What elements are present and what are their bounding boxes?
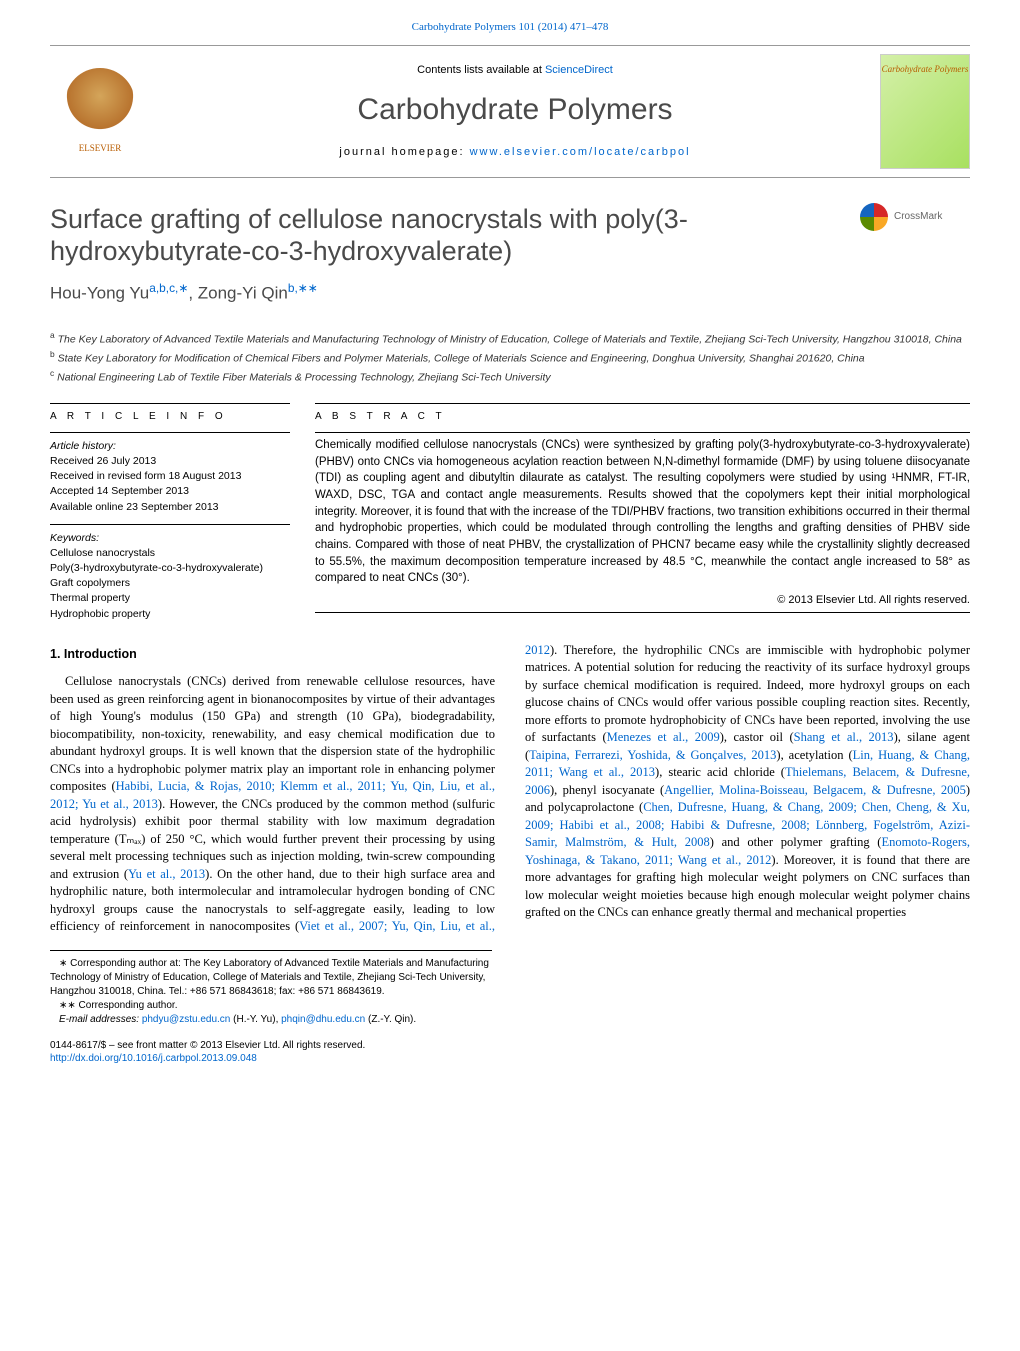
journal-name: Carbohydrate Polymers (150, 90, 880, 131)
footer: 0144-8617/$ – see front matter © 2013 El… (50, 1039, 970, 1066)
journal-cover-thumbnail: Carbohydrate Polymers (880, 54, 970, 169)
email-link-1[interactable]: phdyu@zstu.edu.cn (142, 1014, 231, 1025)
intro-text-1e: ), castor oil ( (720, 730, 794, 744)
author-2-sup: b,∗∗ (288, 281, 318, 295)
citation-link[interactable]: Angellier, Molina-Boisseau, Belgacem, & … (664, 783, 966, 797)
corresponding-author-1: ∗ Corresponding author at: The Key Labor… (50, 957, 492, 999)
affiliations: a The Key Laboratory of Advanced Textile… (50, 329, 970, 385)
elsevier-tree-icon (65, 68, 135, 138)
masthead-center: Contents lists available at ScienceDirec… (150, 63, 880, 159)
email-label: E-mail addresses: (59, 1014, 142, 1025)
abstract-copyright: © 2013 Elsevier Ltd. All rights reserved… (315, 593, 970, 608)
homepage-link[interactable]: www.elsevier.com/locate/carbpol (470, 146, 691, 158)
article-info-label: A R T I C L E I N F O (50, 404, 290, 432)
keyword-5: Hydrophobic property (50, 607, 290, 621)
keyword-3: Graft copolymers (50, 576, 290, 590)
masthead: ELSEVIER Contents lists available at Sci… (50, 45, 970, 178)
revised-date: Received in revised form 18 August 2013 (50, 469, 290, 483)
homepage-line: journal homepage: www.elsevier.com/locat… (150, 145, 880, 160)
affil-sup-b: b (50, 349, 55, 359)
title-block: Surface grafting of cellulose nanocrysta… (50, 203, 860, 315)
affil-sup-a: a (50, 330, 55, 340)
keyword-1: Cellulose nanocrystals (50, 546, 290, 560)
footer-doi-link[interactable]: http://dx.doi.org/10.1016/j.carbpol.2013… (50, 1053, 257, 1064)
history-label: Article history: (50, 439, 290, 453)
corresponding-author-2: ∗∗ Corresponding author. (50, 999, 492, 1013)
intro-text-1g: ), acetylation ( (776, 748, 852, 762)
affil-sup-c: c (50, 368, 54, 378)
author-1-sup: a,b,c,∗ (149, 281, 188, 295)
abstract-label: A B S T R A C T (315, 404, 970, 432)
accepted-date: Accepted 14 September 2013 (50, 484, 290, 498)
keyword-4: Thermal property (50, 591, 290, 605)
crossmark-label: CrossMark (894, 210, 942, 224)
affil-b: State Key Laboratory for Modification of… (58, 352, 865, 364)
author-1: Hou-Yong Yu (50, 283, 149, 302)
body-text: 1. Introduction Cellulose nanocrystals (… (50, 642, 970, 936)
publisher-label: ELSEVIER (79, 142, 122, 154)
email-link-2[interactable]: phqin@dhu.edu.cn (281, 1014, 365, 1025)
title-row: Surface grafting of cellulose nanocrysta… (50, 203, 970, 315)
intro-text-1k: ) and other polymer grafting ( (710, 835, 882, 849)
affil-a: The Key Laboratory of Advanced Textile M… (58, 334, 962, 346)
intro-text-1h: ), stearic acid chloride ( (655, 765, 785, 779)
received-date: Received 26 July 2013 (50, 454, 290, 468)
citation-link[interactable]: Shang et al., 2013 (794, 730, 894, 744)
footnotes: ∗ Corresponding author at: The Key Labor… (50, 950, 492, 1027)
contents-pre: Contents lists available at (417, 64, 545, 76)
article-title: Surface grafting of cellulose nanocrysta… (50, 203, 860, 268)
keyword-2: Poly(3-hydroxybutyrate-co-3-hydroxyvaler… (50, 561, 290, 575)
author-2: , Zong-Yi Qin (188, 283, 288, 302)
intro-text-1i: ), phenyl isocyanate ( (550, 783, 664, 797)
contents-line: Contents lists available at ScienceDirec… (150, 63, 880, 78)
crossmark-badge[interactable]: CrossMark (860, 203, 970, 231)
citation-link[interactable]: Menezes et al., 2009 (607, 730, 720, 744)
sciencedirect-link[interactable]: ScienceDirect (545, 64, 613, 76)
intro-paragraph: Cellulose nanocrystals (CNCs) derived fr… (50, 642, 970, 936)
citation-link[interactable]: Taipina, Ferrarezi, Yoshida, & Gonçalves… (529, 748, 776, 762)
abstract-col: A B S T R A C T Chemically modified cell… (315, 403, 970, 621)
email-who-1: (H.-Y. Yu), (230, 1014, 281, 1025)
authors-line: Hou-Yong Yua,b,c,∗, Zong-Yi Qinb,∗∗ (50, 280, 860, 306)
keywords-label: Keywords: (50, 531, 290, 545)
citation-link[interactable]: Yu et al., 2013 (128, 867, 205, 881)
abstract-body: Chemically modified cellulose nanocrysta… (315, 437, 970, 587)
online-date: Available online 23 September 2013 (50, 500, 290, 514)
doi-header-link[interactable]: Carbohydrate Polymers 101 (2014) 471–478 (50, 20, 970, 35)
section-heading-intro: 1. Introduction (50, 646, 495, 664)
affil-c: National Engineering Lab of Textile Fibe… (57, 371, 551, 383)
email-who-2: (Z.-Y. Qin). (365, 1014, 416, 1025)
crossmark-icon (860, 203, 888, 231)
elsevier-logo: ELSEVIER (50, 56, 150, 166)
intro-text-1a: Cellulose nanocrystals (CNCs) derived fr… (50, 674, 495, 793)
info-block: A R T I C L E I N F O Article history: R… (50, 403, 970, 621)
article-info-col: A R T I C L E I N F O Article history: R… (50, 403, 315, 621)
email-line: E-mail addresses: phdyu@zstu.edu.cn (H.-… (50, 1013, 492, 1027)
footer-copyright: 0144-8617/$ – see front matter © 2013 El… (50, 1039, 970, 1053)
homepage-pre: journal homepage: (339, 146, 469, 158)
